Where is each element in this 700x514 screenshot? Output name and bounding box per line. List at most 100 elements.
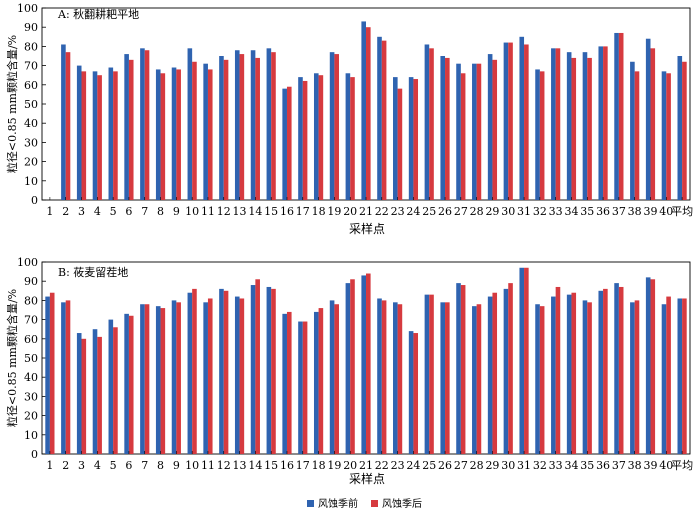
panel-a-bar-before-22 bbox=[377, 36, 382, 200]
panel-b-bar-before-34 bbox=[566, 294, 572, 454]
panel-a-xtick-label-11: 11 bbox=[201, 205, 215, 218]
panel-b-xtick-label-6: 6 bbox=[125, 459, 132, 472]
legend: 风蚀季前 风蚀季后 bbox=[307, 497, 422, 510]
panel-a-ytick-label-7: 70 bbox=[24, 60, 38, 73]
legend-swatch-after bbox=[371, 500, 378, 507]
panel-b-bar-after-2 bbox=[65, 300, 71, 454]
panel-b-bar-before-31 bbox=[519, 267, 525, 454]
panel-a-xtick-label-21: 21 bbox=[359, 205, 373, 218]
panel-b-xtick-label-37: 37 bbox=[612, 459, 626, 472]
panel-a-bar-after-13 bbox=[239, 54, 245, 200]
panel-b-bar-before-2 bbox=[61, 302, 66, 454]
panel-a-xtick-label-23: 23 bbox=[391, 205, 405, 218]
panel-a-bar-before-3 bbox=[76, 65, 82, 200]
panel-a-bar-after-15 bbox=[271, 52, 276, 200]
panel-a-bar-before-18 bbox=[313, 73, 319, 200]
panel-b-bar-before-3 bbox=[76, 333, 82, 454]
panel-a-bar-before-19 bbox=[329, 52, 335, 200]
panel-b-ytick-label-2: 20 bbox=[24, 410, 38, 423]
panel-b-bar-before-14 bbox=[250, 285, 256, 454]
panel-a-bar-before-9 bbox=[171, 67, 177, 201]
panel-a-bar-after-27 bbox=[460, 73, 466, 200]
panel-b-ytick-label-8: 80 bbox=[24, 294, 38, 307]
panel-b-xtick-label-3: 3 bbox=[78, 459, 85, 472]
panel-b-bar-before-16 bbox=[282, 313, 287, 454]
panel-a-bar-before-28 bbox=[472, 63, 477, 201]
panel-a-xtick-label-7: 7 bbox=[141, 205, 148, 218]
panel-b-xtick-label-40: 40 bbox=[659, 459, 673, 472]
panel-b-xtick-label-27: 27 bbox=[454, 459, 468, 472]
panel-a-xtick-label-10: 10 bbox=[185, 205, 199, 218]
panel-b-xtick-label-10: 10 bbox=[185, 459, 199, 472]
panel-b-bar-before-12 bbox=[219, 288, 224, 454]
panel-a-xtick-label-38: 38 bbox=[628, 205, 642, 218]
panel-b-xtick-label-1: 1 bbox=[46, 459, 53, 472]
panel-b-xtick-label-22: 22 bbox=[375, 459, 389, 472]
panel-a-bar-after-40 bbox=[666, 73, 671, 200]
panel-b-bar-before-8 bbox=[155, 306, 161, 454]
panel-b-bar-before-33 bbox=[551, 296, 556, 454]
panel-a-bar-before-31 bbox=[519, 36, 525, 200]
panel-b-xlabel: 采样点 bbox=[349, 471, 385, 486]
panel-a-bar-before-24 bbox=[408, 77, 414, 200]
panel-a-bar-after-34 bbox=[571, 57, 577, 200]
panel-b-xtick-label-34: 34 bbox=[564, 459, 578, 472]
panel-a-bar-after-10 bbox=[192, 61, 197, 201]
panel-a-bar-after-5 bbox=[113, 71, 118, 200]
panel-b-bar-after-37 bbox=[618, 286, 624, 454]
panel-b-bar-after-26 bbox=[445, 302, 450, 454]
panel-b-bar-after-6 bbox=[128, 315, 134, 454]
panel-b-bar-before-10 bbox=[187, 292, 193, 454]
panel-a-bar-before-17 bbox=[298, 77, 303, 200]
panel-a-bar-before-27 bbox=[456, 63, 461, 201]
panel-b-bar-after-13 bbox=[239, 298, 245, 454]
panel-a-ytick-label-1: 10 bbox=[24, 175, 38, 188]
panel-b-bar-after-32 bbox=[539, 306, 545, 454]
panel-b-bar-before-17 bbox=[298, 321, 303, 454]
panel-b-bar-after-平均 bbox=[682, 298, 687, 454]
panel-a-xtick-label-13: 13 bbox=[233, 205, 247, 218]
panel-b-bar-after-23 bbox=[397, 304, 403, 454]
panel-b-bar-after-20 bbox=[350, 279, 355, 454]
panel-b-ytick-label-10: 100 bbox=[17, 256, 38, 269]
panel-b-bar-before-11 bbox=[203, 302, 208, 454]
panel-b-bar-before-36 bbox=[598, 290, 604, 454]
panel-a-xtick-label-33: 33 bbox=[549, 205, 563, 218]
panel-a-bar-before-平均 bbox=[677, 56, 683, 200]
panel-b-bar-before-4 bbox=[92, 329, 98, 454]
panel-a-bar-before-10 bbox=[187, 48, 193, 200]
panel-b-xtick-label-2: 2 bbox=[62, 459, 69, 472]
panel-b-bar-after-11 bbox=[207, 298, 213, 454]
panel-b-xtick-label-18: 18 bbox=[312, 459, 326, 472]
panel-a-bar-after-平均 bbox=[682, 61, 687, 201]
panel-b-bar-before-20 bbox=[345, 283, 351, 454]
panel-a-bar-after-9 bbox=[176, 69, 181, 200]
panel-b-xtick-label-17: 17 bbox=[296, 459, 310, 472]
panel-a-xtick-label-28: 28 bbox=[470, 205, 484, 218]
panel-b-bar-after-35 bbox=[587, 302, 592, 454]
panel-a-ytick-label-10: 100 bbox=[17, 2, 38, 15]
panel-b-xtick-label-24: 24 bbox=[406, 459, 420, 472]
panel-b-bar-after-33 bbox=[555, 286, 561, 454]
panel-a-xtick-label-32: 32 bbox=[533, 205, 547, 218]
panel-a-xtick-label-40: 40 bbox=[659, 205, 673, 218]
panel-a-xtick-label-2: 2 bbox=[62, 205, 69, 218]
panel-a-xtick-label-24: 24 bbox=[406, 205, 420, 218]
panel-a-bar-before-5 bbox=[108, 67, 114, 201]
panel-b-bar-before-30 bbox=[503, 288, 509, 454]
panel-a-bar-after-2 bbox=[65, 52, 71, 200]
panel-a-bar-before-23 bbox=[393, 77, 398, 200]
panel-b-bar-before-7 bbox=[140, 304, 145, 454]
panel-b-ytick-label-1: 10 bbox=[24, 429, 38, 442]
panel-b-bar-before-32 bbox=[535, 304, 540, 454]
panel-b-xtick-label-28: 28 bbox=[470, 459, 484, 472]
panel-b-bar-after-24 bbox=[413, 333, 419, 454]
panel-a-xtick-label-37: 37 bbox=[612, 205, 626, 218]
panel-a-bar-after-28 bbox=[476, 63, 482, 201]
panel-b-ytick-label-7: 70 bbox=[24, 314, 38, 327]
panel-a-xtick-label-25: 25 bbox=[422, 205, 436, 218]
panel-a-ytick-label-5: 50 bbox=[24, 98, 38, 111]
panel-a-bar-after-37 bbox=[618, 32, 624, 201]
panel-a-xtick-label-22: 22 bbox=[375, 205, 389, 218]
